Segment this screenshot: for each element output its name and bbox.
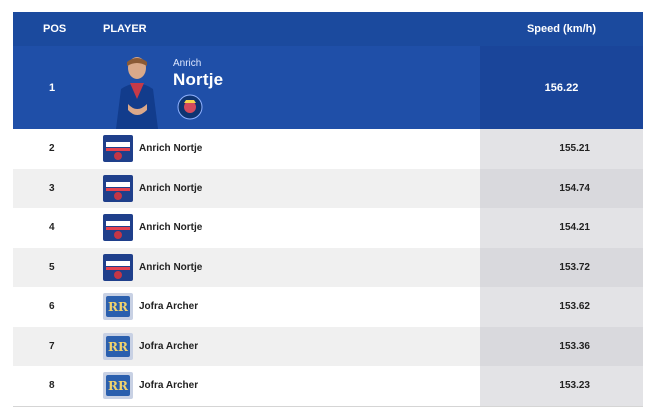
row-pos: 5 bbox=[49, 261, 55, 273]
table-row[interactable]: 6 RR Jofra Archer 153.62 bbox=[13, 287, 643, 327]
table-header: POS PLAYER Speed (km/h) bbox=[13, 12, 643, 46]
delhi-capitals-logo bbox=[103, 135, 133, 163]
header-speed: Speed (km/h) bbox=[526, 23, 597, 35]
leader-pos: 1 bbox=[49, 81, 56, 94]
table-row[interactable]: 4 Anrich Nortje 154.21 bbox=[13, 208, 643, 248]
row-player: Anrich Nortje bbox=[93, 214, 480, 242]
rajasthan-royals-logo: RR bbox=[103, 293, 133, 321]
table-bottom-border bbox=[13, 406, 643, 407]
delhi-capitals-logo bbox=[103, 174, 133, 202]
leader-first-name: Anrich bbox=[173, 58, 202, 69]
row-player: Anrich Nortje bbox=[93, 253, 480, 281]
row-pos: 8 bbox=[49, 380, 55, 392]
leaderboard-table: POS PLAYER Speed (km/h) 1 Anrich Nortje … bbox=[13, 12, 643, 406]
delhi-capitals-logo bbox=[103, 253, 133, 281]
svg-text:RR: RR bbox=[108, 340, 129, 354]
row-player-name: Jofra Archer bbox=[139, 380, 199, 392]
row-player-name: Anrich Nortje bbox=[139, 261, 203, 273]
row-pos: 7 bbox=[49, 340, 55, 352]
leader-last-name: Nortje bbox=[173, 70, 224, 89]
rajasthan-royals-logo: RR bbox=[103, 332, 133, 360]
row-speed: 153.62 bbox=[480, 287, 643, 327]
leader-speed: 156.22 bbox=[480, 46, 643, 129]
row-player: RR Jofra Archer bbox=[93, 293, 480, 321]
row-speed: 153.72 bbox=[480, 247, 643, 287]
header-player: PLAYER bbox=[103, 23, 147, 35]
table-row[interactable]: 7 RR Jofra Archer 153.36 bbox=[13, 326, 643, 366]
svg-text:RR: RR bbox=[108, 300, 129, 314]
row-pos: 2 bbox=[49, 143, 55, 155]
header-pos: POS bbox=[43, 23, 67, 35]
player-photo bbox=[116, 57, 158, 129]
row-speed: 155.21 bbox=[480, 129, 643, 169]
row-player-name: Anrich Nortje bbox=[139, 222, 203, 234]
row-speed: 154.74 bbox=[480, 168, 643, 208]
row-player-name: Jofra Archer bbox=[139, 301, 199, 313]
delhi-capitals-logo bbox=[177, 94, 203, 120]
delhi-capitals-logo bbox=[103, 214, 133, 242]
row-pos: 4 bbox=[49, 222, 55, 234]
row-speed: 153.36 bbox=[480, 326, 643, 366]
row-speed: 153.23 bbox=[480, 366, 643, 406]
row-player: Anrich Nortje bbox=[93, 135, 480, 163]
table-row[interactable]: 8 RR Jofra Archer 153.23 bbox=[13, 366, 643, 406]
table-row[interactable]: 2 Anrich Nortje 155.21 bbox=[13, 129, 643, 169]
row-pos: 3 bbox=[49, 182, 55, 194]
table-row[interactable]: 5 Anrich Nortje 153.72 bbox=[13, 247, 643, 287]
row-pos: 6 bbox=[49, 301, 55, 313]
row-player-name: Anrich Nortje bbox=[139, 143, 203, 155]
row-player: Anrich Nortje bbox=[93, 174, 480, 202]
row-speed: 154.21 bbox=[480, 208, 643, 248]
svg-text:RR: RR bbox=[108, 379, 129, 393]
rajasthan-royals-logo: RR bbox=[103, 372, 133, 400]
row-player: RR Jofra Archer bbox=[93, 372, 480, 400]
row-player-name: Anrich Nortje bbox=[139, 182, 203, 194]
row-player-name: Jofra Archer bbox=[139, 340, 199, 352]
table-row[interactable]: 3 Anrich Nortje 154.74 bbox=[13, 168, 643, 208]
leader-row[interactable]: 1 Anrich Nortje 156.22 bbox=[13, 46, 643, 129]
leader-player: Anrich Nortje bbox=[93, 46, 480, 129]
row-player: RR Jofra Archer bbox=[93, 332, 480, 360]
